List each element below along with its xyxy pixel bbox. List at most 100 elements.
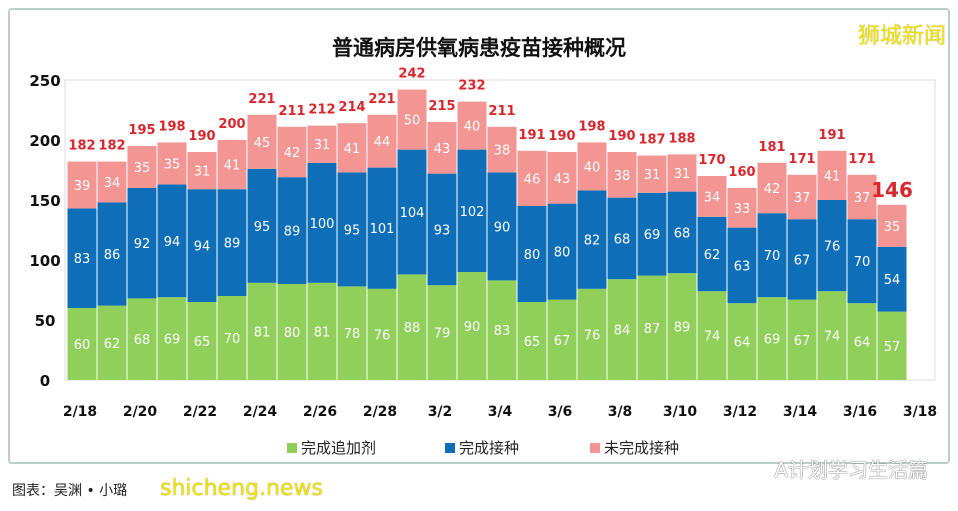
segment-label: 80 — [524, 248, 541, 263]
total-label: 188 — [668, 131, 695, 146]
x-tick-label: 3/6 — [548, 404, 573, 420]
segment-label: 38 — [614, 169, 631, 184]
segment-label: 68 — [134, 333, 151, 348]
segment-label: 67 — [794, 334, 811, 349]
segment-label: 41 — [824, 169, 841, 184]
x-tick-label: 3/2 — [428, 404, 453, 420]
segment-label: 45 — [254, 136, 271, 151]
segment-label: 88 — [404, 321, 421, 336]
bar-segment — [367, 288, 397, 380]
bar-segment — [487, 126, 517, 173]
segment-label: 39 — [74, 179, 91, 194]
total-label: 146 — [871, 178, 913, 202]
bar-segment — [127, 146, 157, 188]
bar-segment — [757, 297, 787, 380]
bar-segment — [607, 152, 637, 198]
legend-label: 完成追加剂 — [301, 439, 377, 457]
segment-label: 42 — [764, 182, 781, 197]
bar-segment — [277, 284, 307, 380]
bar-segment — [817, 150, 847, 200]
segment-label: 92 — [134, 237, 151, 252]
bar-segment — [187, 189, 217, 302]
segment-label: 35 — [884, 220, 901, 235]
bar-segment — [517, 302, 547, 380]
bar-segment — [607, 197, 637, 280]
segment-label: 101 — [370, 222, 395, 237]
total-label: 191 — [518, 128, 545, 143]
total-label: 198 — [158, 119, 185, 134]
x-tick-label: 3/18 — [903, 404, 937, 420]
bar-segment — [787, 174, 817, 220]
segment-label: 65 — [194, 335, 211, 350]
segment-label: 78 — [344, 327, 361, 342]
segment-label: 60 — [74, 338, 91, 353]
bar-segment — [217, 296, 247, 380]
x-tick-label: 2/26 — [303, 404, 337, 420]
segment-label: 46 — [524, 172, 541, 187]
bar-segment — [217, 140, 247, 190]
segment-label: 64 — [734, 336, 751, 351]
segment-label: 69 — [644, 228, 661, 243]
y-tick-label: 50 — [35, 312, 56, 330]
segment-label: 41 — [224, 159, 241, 174]
segment-label: 54 — [884, 273, 901, 288]
bar-segment — [757, 213, 787, 298]
segment-label: 81 — [254, 325, 271, 340]
bar-segment — [697, 176, 727, 217]
segment-label: 76 — [824, 240, 841, 255]
bar-segment — [427, 173, 457, 286]
segment-label: 76 — [584, 328, 601, 343]
x-tick-label: 3/8 — [608, 404, 633, 420]
bar-segment — [697, 291, 727, 380]
bar-segment — [817, 291, 847, 380]
segment-label: 62 — [104, 337, 121, 352]
x-tick-label: 2/22 — [183, 404, 217, 420]
legend-item: 完成追加剂 — [287, 437, 376, 458]
bar-segment — [457, 101, 487, 150]
bar-segment — [787, 219, 817, 300]
segment-label: 31 — [314, 138, 331, 153]
total-label: 221 — [368, 92, 395, 107]
bar-segment — [877, 311, 907, 380]
segment-label: 86 — [104, 248, 121, 263]
bar-segment — [157, 142, 187, 185]
total-label: 171 — [788, 152, 815, 167]
total-label: 221 — [248, 92, 275, 107]
segment-label: 42 — [284, 146, 301, 161]
total-label: 232 — [458, 79, 485, 94]
segment-label: 37 — [794, 191, 811, 206]
bar-segment — [517, 150, 547, 206]
bar-segment — [97, 161, 127, 203]
legend-swatch — [287, 442, 297, 453]
bar-segment — [637, 192, 667, 276]
total-label: 182 — [98, 139, 125, 154]
legend-item: 未完成接种 — [590, 437, 679, 458]
total-label: 190 — [548, 129, 575, 144]
segment-label: 89 — [224, 237, 241, 252]
bar-segment — [397, 149, 427, 275]
total-label: 170 — [698, 153, 725, 168]
bar-segment — [97, 305, 127, 380]
y-tick-label: 100 — [29, 252, 60, 270]
segment-label: 93 — [434, 223, 451, 238]
bar-segment — [157, 297, 187, 380]
segment-label: 90 — [494, 220, 511, 235]
bar-segment — [97, 202, 127, 306]
segment-label: 35 — [164, 157, 181, 172]
bar-segment — [277, 126, 307, 178]
bar-segment — [847, 303, 877, 380]
x-tick-label: 2/24 — [243, 404, 278, 420]
x-tick-label: 3/4 — [488, 404, 513, 420]
legend-label: 未完成接种 — [604, 439, 680, 457]
bar-segment — [337, 123, 367, 173]
watermark-bottom-left: shicheng.news — [160, 476, 323, 501]
bar-segment — [67, 208, 97, 308]
total-label: 242 — [398, 67, 425, 82]
total-label: 160 — [728, 165, 755, 180]
segment-label: 41 — [344, 142, 361, 157]
total-label: 171 — [848, 152, 875, 167]
x-tick-label: 3/12 — [723, 404, 757, 420]
segment-label: 95 — [254, 220, 271, 235]
segment-label: 76 — [374, 328, 391, 343]
segment-label: 50 — [404, 114, 421, 129]
